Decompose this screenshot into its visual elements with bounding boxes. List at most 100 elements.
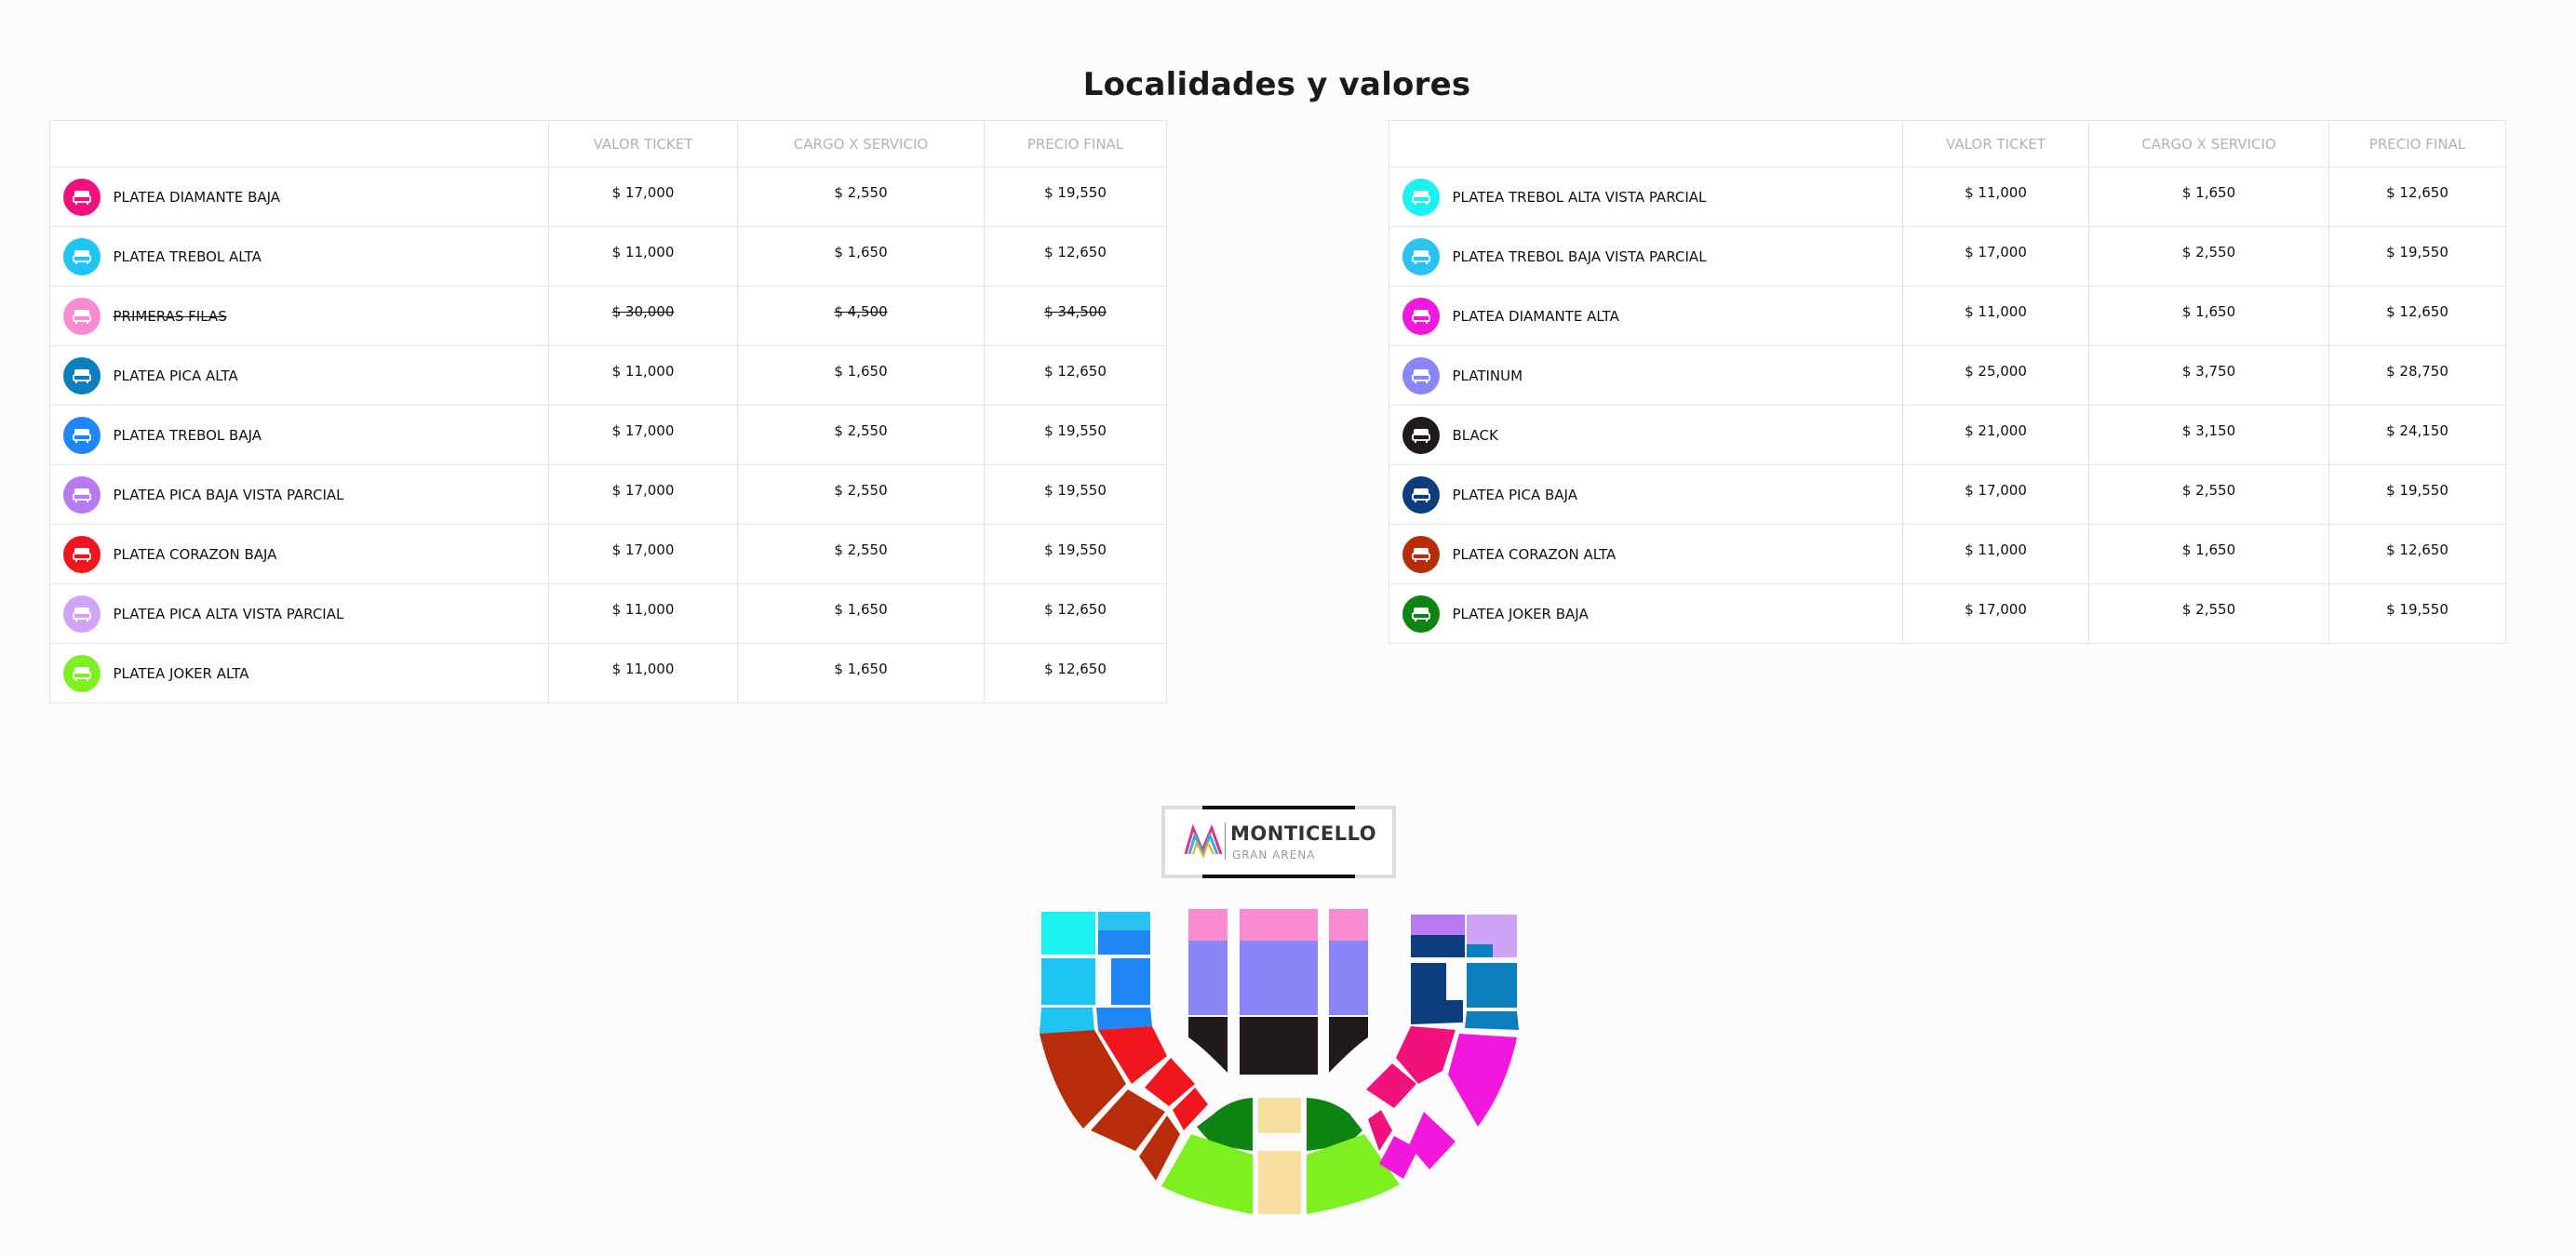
table-row[interactable]: PLATEA CORAZON ALTA $ 11,000 $ 1,650 $ 12,6… xyxy=(1389,524,2506,584)
row-icon-cell xyxy=(49,167,114,227)
precio-final: $ 19,550 xyxy=(984,405,1167,465)
table-row[interactable]: PLATEA TREBOL BAJA $ 17,000 $ 2,550 $ 19,55… xyxy=(49,405,1167,465)
section-platea-diamante-alta[interactable] xyxy=(1448,1034,1517,1127)
logo-main-text: MONTICELLO xyxy=(1230,822,1377,845)
table-row[interactable]: PLATEA PICA ALTA VISTA PARCIAL $ 11,000 $ … xyxy=(49,583,1167,644)
locality-name: PRIMERAS FILAS xyxy=(113,286,549,346)
locality-name: PLATEA PICA ALTA VISTA PARCIAL xyxy=(113,583,549,644)
seat-color-badge xyxy=(62,356,101,394)
section-primeras-filas[interactable] xyxy=(1240,909,1318,941)
table-row[interactable]: PLATEA TREBOL ALTA VISTA PARCIAL $ 11,000… xyxy=(1389,167,2506,227)
seat-icon xyxy=(1411,607,1430,621)
table-row[interactable]: PLATINUM $ 25,000 $ 3,750 $ 28,750 xyxy=(1389,345,2506,406)
section-platea-joker-alta[interactable] xyxy=(1307,1134,1400,1214)
seat-color-badge xyxy=(1402,297,1440,335)
seat-icon xyxy=(1411,309,1430,324)
section-platea-trebol-baja[interactable] xyxy=(1111,958,1150,1005)
table-row[interactable]: PLATEA DIAMANTE BAJA $ 17,000 $ 2,550 $ 19,… xyxy=(49,167,1167,227)
valor-ticket: $ 11,000 xyxy=(548,345,738,406)
table-row[interactable]: PLATEA PICA BAJA VISTA PARCIAL $ 17,000 $ … xyxy=(49,464,1167,525)
locality-name-text: PLATEA PICA ALTA VISTA PARCIAL xyxy=(113,605,344,622)
table-row[interactable]: PLATEA JOKER ALTA $ 11,000 $ 1,650 $ 12,650 xyxy=(49,643,1167,703)
section-platea-corazon-baja[interactable] xyxy=(1173,1088,1208,1130)
table-row[interactable]: PLATEA PICA BAJA $ 17,000 $ 2,550 $ 19,550 xyxy=(1389,464,2506,525)
section-platea-corazon-alta[interactable] xyxy=(1139,1116,1180,1181)
row-icon-cell xyxy=(1389,167,1453,227)
section-platea-diamante-baja[interactable] xyxy=(1396,1026,1456,1084)
table-header: VALOR TICKET CARGO X SERVICIO PRECIO FIN… xyxy=(49,120,1167,167)
valor-ticket: $ 17,000 xyxy=(548,524,738,584)
section-platea-trebol-baja[interactable] xyxy=(1098,930,1150,955)
section-platea-trebol-alta[interactable] xyxy=(1041,958,1095,1005)
seat-icon xyxy=(1411,488,1430,502)
section-platea-pica-alta[interactable] xyxy=(1467,963,1517,1008)
section-platea-joker-baja[interactable] xyxy=(1307,1098,1362,1151)
section-platea-diamante-baja[interactable] xyxy=(1368,1110,1392,1151)
table-row[interactable]: PLATEA PICA ALTA $ 11,000 $ 1,650 $ 12,650 xyxy=(49,345,1167,406)
seat-icon xyxy=(72,249,91,264)
locality-name: PLATEA CORAZON ALTA xyxy=(1452,524,1903,584)
table-row[interactable]: PLATEA JOKER BAJA $ 17,000 $ 2,550 $ 19,550 xyxy=(1389,583,2506,644)
locality-name-text: PLATEA TREBOL BAJA VISTA PARCIAL xyxy=(1452,247,1707,265)
section-platinum[interactable] xyxy=(1329,941,1368,1015)
section-platea-pica-alta[interactable] xyxy=(1467,944,1493,957)
section-platea-corazon-alta[interactable] xyxy=(1091,1089,1165,1151)
table-row[interactable]: PRIMERAS FILAS $ 30,000 $ 4,500 $ 34,500 xyxy=(49,286,1167,346)
section-platea-trebol-alta-vista-parcial[interactable] xyxy=(1041,912,1095,955)
section-platea-pica-baja[interactable] xyxy=(1411,963,1446,1008)
valor-ticket: $ 11,000 xyxy=(1902,167,2089,227)
price-table-left: VALOR TICKET CARGO X SERVICIO PRECIO FIN… xyxy=(49,120,1167,703)
section-platea-diamante-alta[interactable] xyxy=(1409,1112,1456,1169)
locality-name: PLATEA PICA BAJA xyxy=(1452,464,1903,525)
cargo-servicio: $ 1,650 xyxy=(2088,167,2329,227)
table-row[interactable]: BLACK $ 21,000 $ 3,150 $ 24,150 xyxy=(1389,405,2506,465)
cargo-servicio: $ 2,550 xyxy=(2088,583,2329,644)
valor-ticket: $ 17,000 xyxy=(548,167,738,227)
row-icon-cell xyxy=(49,464,114,525)
section-platea-corazon-alta[interactable] xyxy=(1040,1030,1126,1129)
section-platea-diamante-baja[interactable] xyxy=(1366,1063,1416,1108)
locality-name: BLACK xyxy=(1452,405,1903,465)
locality-name: PLATEA PICA ALTA xyxy=(113,345,549,406)
locality-name-text: PLATEA TREBOL ALTA VISTA PARCIAL xyxy=(1452,188,1707,206)
locality-name-text: BLACK xyxy=(1452,426,1498,444)
section-platea-joker-baja[interactable] xyxy=(1197,1098,1253,1151)
section-platinum[interactable] xyxy=(1240,941,1318,1015)
section-platea-pica-alta[interactable] xyxy=(1465,1011,1519,1030)
row-icon-cell xyxy=(49,643,114,703)
section-platea-pica-baja[interactable] xyxy=(1411,935,1465,957)
section-black[interactable] xyxy=(1188,1017,1228,1073)
section-platea-joker-alta[interactable] xyxy=(1161,1134,1253,1214)
table-row[interactable]: PLATEA TREBOL BAJA VISTA PARCIAL $ 17,000… xyxy=(1389,226,2506,287)
section-platea-trebol-alta[interactable] xyxy=(1040,1008,1094,1034)
section-platea-diamante-alta[interactable] xyxy=(1379,1136,1418,1179)
section-platea-corazon-baja[interactable] xyxy=(1145,1058,1195,1106)
locality-name-text: PRIMERAS FILAS xyxy=(113,307,227,325)
valor-ticket: $ 17,000 xyxy=(548,405,738,465)
cargo-servicio: $ 1,650 xyxy=(737,583,985,644)
section-center-aisle xyxy=(1258,1098,1301,1133)
locality-name: PLATEA JOKER BAJA xyxy=(1452,583,1903,644)
locality-name: PLATINUM xyxy=(1452,345,1903,406)
precio-final: $ 19,550 xyxy=(984,167,1167,227)
cargo-servicio: $ 3,750 xyxy=(2088,345,2329,406)
section-primeras-filas[interactable] xyxy=(1188,909,1228,941)
seat-icon xyxy=(72,309,91,324)
section-primeras-filas[interactable] xyxy=(1329,909,1368,941)
seat-color-badge xyxy=(62,475,101,514)
row-icon-cell xyxy=(1389,345,1453,406)
section-platea-corazon-baja[interactable] xyxy=(1098,1026,1167,1084)
section-platea-trebol-baja[interactable] xyxy=(1096,1008,1152,1030)
locality-name-text: PLATEA DIAMANTE BAJA xyxy=(113,188,281,206)
section-platinum[interactable] xyxy=(1188,941,1228,1015)
locality-name: PLATEA TREBOL BAJA VISTA PARCIAL xyxy=(1452,226,1903,287)
section-black[interactable] xyxy=(1240,1017,1318,1075)
precio-final: $ 12,650 xyxy=(2328,524,2506,584)
table-row[interactable]: PLATEA TREBOL ALTA $ 11,000 $ 1,650 $ 12,65… xyxy=(49,226,1167,287)
locality-name: PLATEA PICA BAJA VISTA PARCIAL xyxy=(113,464,549,525)
table-row[interactable]: PLATEA DIAMANTE ALTA $ 11,000 $ 1,650 $ 12,… xyxy=(1389,286,2506,346)
valor-ticket: $ 17,000 xyxy=(1902,464,2089,525)
section-black[interactable] xyxy=(1329,1017,1368,1073)
table-row[interactable]: PLATEA CORAZON BAJA $ 17,000 $ 2,550 $ 19,5… xyxy=(49,524,1167,584)
seat-icon xyxy=(72,547,91,562)
